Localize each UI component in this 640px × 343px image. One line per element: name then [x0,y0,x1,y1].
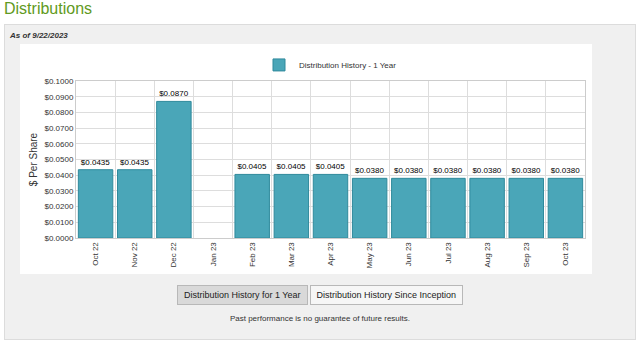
svg-text:$0.0435: $0.0435 [120,158,149,167]
svg-text:$0.0405: $0.0405 [316,162,345,171]
html-text:Distributions: Distributions [4,0,92,17]
svg-text:$0.0900: $0.0900 [44,93,73,102]
html-text:Distribution History Since Inc: Distribution History Since Inception [316,290,457,300]
svg-text:$0.0380: $0.0380 [394,166,423,175]
svg-text:$0.0870: $0.0870 [159,89,188,98]
svg-text:$0.0600: $0.0600 [44,140,73,149]
html-text:Past performance is no guarant: Past performance is no guarantee of futu… [229,314,410,323]
svg-text:$0.0380: $0.0380 [551,166,580,175]
svg-text:Apr 23: Apr 23 [326,242,335,266]
svg-text:Jul 23: Jul 23 [444,242,453,264]
svg-text:$0.0380: $0.0380 [512,166,541,175]
svg-text:$0.0800: $0.0800 [44,108,73,117]
svg-text:Jan 23: Jan 23 [209,242,218,267]
svg-text:$0.0380: $0.0380 [355,166,384,175]
svg-text:Mar 23: Mar 23 [287,242,296,267]
svg-text:Sep 23: Sep 23 [522,242,531,268]
svg-text:Feb 23: Feb 23 [248,242,257,267]
svg-text:$0.0100: $0.0100 [44,218,73,227]
svg-text:$0.0300: $0.0300 [44,187,73,196]
svg-text:May 23: May 23 [365,242,374,269]
svg-text:$0.0700: $0.0700 [44,124,73,133]
html-text:Distribution History for 1 Yea: Distribution History for 1 Year [183,290,301,300]
svg-text:$0.0200: $0.0200 [44,202,73,211]
svg-text:$0.0405: $0.0405 [277,162,306,171]
svg-text:$0.0000: $0.0000 [44,234,73,243]
svg-text:$0.0405: $0.0405 [237,162,266,171]
svg-text:Oct 22: Oct 22 [91,242,100,266]
svg-text:$0.1000: $0.1000 [44,77,73,86]
svg-text:Distribution History - 1 Year: Distribution History - 1 Year [299,61,396,70]
svg-text:Aug 23: Aug 23 [483,242,492,268]
svg-text:$0.0500: $0.0500 [44,155,73,164]
svg-text:Jun 23: Jun 23 [404,242,413,267]
svg-text:Dec 22: Dec 22 [169,242,178,268]
svg-text:$0.0380: $0.0380 [433,166,462,175]
svg-text:$0.0435: $0.0435 [81,158,110,167]
html-text:As of 9/22/2023: As of 9/22/2023 [10,31,68,40]
svg-text:$0.0400: $0.0400 [44,171,73,180]
svg-text:$ Per Share: $ Per Share [28,132,39,186]
svg-text:Oct 23: Oct 23 [561,242,570,266]
svg-text:$0.0380: $0.0380 [472,166,501,175]
svg-text:Nov 22: Nov 22 [130,242,139,268]
